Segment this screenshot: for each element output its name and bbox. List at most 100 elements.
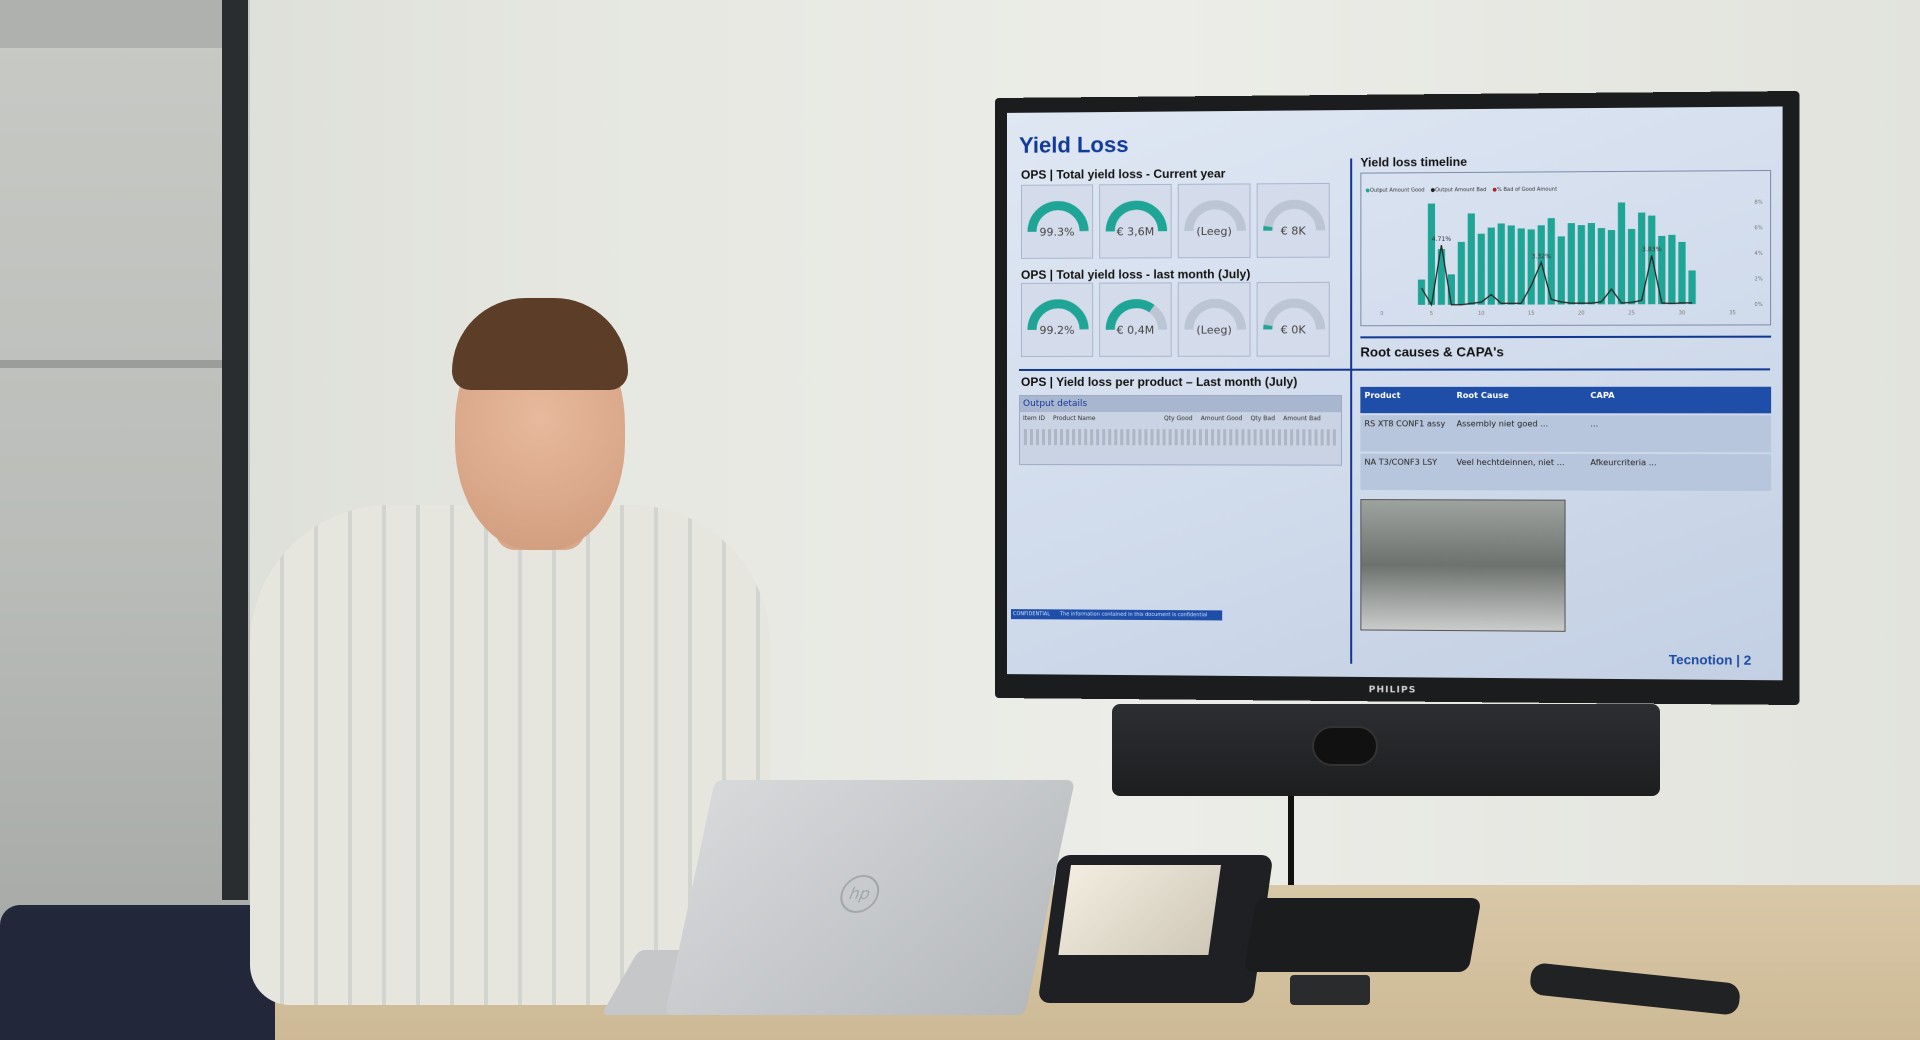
x-tick-label: 10 — [1478, 311, 1485, 317]
cable — [1288, 780, 1294, 900]
x-tick-label: 5 — [1430, 311, 1433, 317]
legend-item: ●Output Amount Good — [1365, 187, 1425, 194]
cell: Assembly niet goed ... — [1456, 419, 1549, 429]
bar — [1688, 270, 1696, 305]
point-label: 4.71% — [1432, 236, 1452, 243]
root-causes-title: Root causes & CAPA's — [1360, 344, 1504, 360]
gauge-value: 99.2% — [1039, 323, 1075, 337]
gauge-card: (Leeg) — [1177, 183, 1251, 259]
divider — [1350, 158, 1353, 664]
cell: RS XT8 CONF1 assy — [1364, 419, 1446, 429]
gauge-value: (Leeg) — [1196, 323, 1232, 337]
cell: Veel hechtdeinnen, niet ... — [1456, 457, 1565, 468]
chair — [0, 905, 275, 1040]
timeline-title: Yield loss timeline — [1360, 154, 1468, 170]
conference-tablet — [1037, 855, 1274, 1003]
timeline-svg: 4.71% 3.32% 3.83% 0 5 10 15 20 25 30 35 0% 2% 4% 6% 8% — [1380, 200, 1763, 317]
glass-partition — [0, 0, 250, 940]
x-tick-label: 30 — [1679, 310, 1686, 316]
legend-item: ●Output Amount Bad — [1430, 187, 1487, 194]
table-header: Product Root Cause CAPA — [1360, 386, 1772, 414]
bar — [1517, 228, 1525, 305]
bar — [1587, 222, 1595, 305]
dashboard-screen: Yield Loss OPS | Total yield loss - Curr… — [1006, 106, 1783, 681]
gauge-card: € 8K — [1256, 182, 1330, 258]
power-strip — [1243, 898, 1482, 972]
gauge-card: 99.3% — [1020, 184, 1094, 259]
footer-brand: Tecnotion | 2 — [1668, 651, 1752, 668]
bar — [1467, 213, 1475, 305]
hp-logo: hp — [836, 875, 883, 913]
column-header: Amount Bad — [1283, 415, 1321, 423]
divider — [1018, 368, 1771, 371]
bar — [1537, 225, 1545, 305]
output-details-table: Output details Item ID Product Name Qty Go… — [1018, 394, 1342, 466]
column-header: Product Name — [1052, 415, 1096, 423]
bar — [1457, 241, 1465, 305]
bar — [1617, 202, 1626, 305]
bar — [1527, 229, 1535, 305]
bar — [1477, 233, 1485, 305]
wall-tv: Yield Loss OPS | Total yield loss - Curr… — [995, 90, 1800, 706]
x-tick-label: 35 — [1729, 310, 1736, 316]
y2-tick-label: 6% — [1754, 225, 1763, 231]
column-header: Amount Good — [1200, 415, 1243, 423]
bar — [1557, 236, 1565, 305]
y2-tick-label: 2% — [1754, 276, 1763, 282]
col-capa: CAPA — [1590, 390, 1615, 401]
confidential-note: The information contained in this docume… — [1060, 611, 1208, 619]
output-details-title: Output details — [1019, 395, 1341, 413]
bar — [1497, 223, 1505, 305]
gauge-card: € 0,4M — [1099, 282, 1172, 357]
gauge-value: 99.3% — [1039, 225, 1075, 239]
x-tick-label: 15 — [1528, 311, 1535, 317]
person-hair — [452, 298, 628, 390]
timeline-chart: ●Output Amount Good ●Output Amount Bad ●% … — [1360, 169, 1772, 327]
bar — [1648, 215, 1656, 305]
y2-tick-label: 8% — [1754, 200, 1763, 206]
gauge-card: (Leeg) — [1177, 282, 1251, 357]
soundbar-camera — [1112, 704, 1660, 796]
person-shirt — [250, 505, 770, 1005]
gauge-value: € 0,4M — [1116, 323, 1155, 337]
root-causes-table: Product Root Cause CAPA RS XT8 CONF1 ass… — [1360, 386, 1772, 492]
machine-photo — [1360, 499, 1566, 632]
x-tick-label: 20 — [1578, 311, 1585, 317]
section-current-year: OPS | Total yield loss - Current year — [1020, 166, 1226, 182]
column-header: Qty Bad — [1250, 415, 1276, 423]
column-header: Qty Good — [1163, 415, 1193, 423]
gauge-card: 99.2% — [1020, 282, 1094, 357]
section-last-month: OPS | Total yield loss - last month (Jul… — [1020, 267, 1251, 282]
cell: Afkeurcriteria ... — [1590, 458, 1657, 468]
bar — [1678, 241, 1686, 305]
bar — [1627, 228, 1636, 305]
table-row: RS XT8 CONF1 assy Assembly niet goed ...… — [1360, 415, 1772, 453]
bar — [1577, 225, 1585, 305]
bar — [1597, 228, 1606, 305]
table-row: NA T3/CONF3 LSY Veel hechtdeinnen, niet … — [1360, 453, 1772, 492]
bar — [1487, 227, 1495, 305]
y2-tick-label: 0% — [1754, 302, 1763, 308]
point-label: 3.83% — [1642, 246, 1662, 253]
cell: ... — [1590, 419, 1599, 429]
gauge-value: (Leeg) — [1196, 224, 1232, 239]
footer-confidential-bar: CONFIDENTIAL The information contained i… — [1010, 609, 1223, 621]
usb-hub — [1290, 975, 1370, 1005]
x-tick-label: 0 — [1380, 311, 1383, 317]
camera-lens — [1312, 726, 1378, 766]
cell: NA T3/CONF3 LSY — [1364, 457, 1438, 467]
gauge-value: € 0K — [1280, 323, 1306, 337]
gauge-value: € 3,6M — [1116, 225, 1155, 239]
brand-name: Tecnotion — [1668, 651, 1733, 668]
divider — [1360, 335, 1772, 339]
blurred-rows — [1023, 429, 1337, 446]
legend-item: ●% Bad of Good Amount — [1492, 186, 1558, 194]
tv-brand: PHILIPS — [1368, 685, 1417, 696]
bar — [1507, 225, 1515, 305]
column-header: Item ID — [1022, 415, 1045, 423]
col-product: Product — [1364, 390, 1401, 401]
gauge-value: € 8K — [1280, 224, 1306, 238]
bar — [1668, 234, 1676, 305]
page-number: 2 — [1743, 652, 1752, 668]
x-tick-label: 25 — [1628, 310, 1635, 316]
